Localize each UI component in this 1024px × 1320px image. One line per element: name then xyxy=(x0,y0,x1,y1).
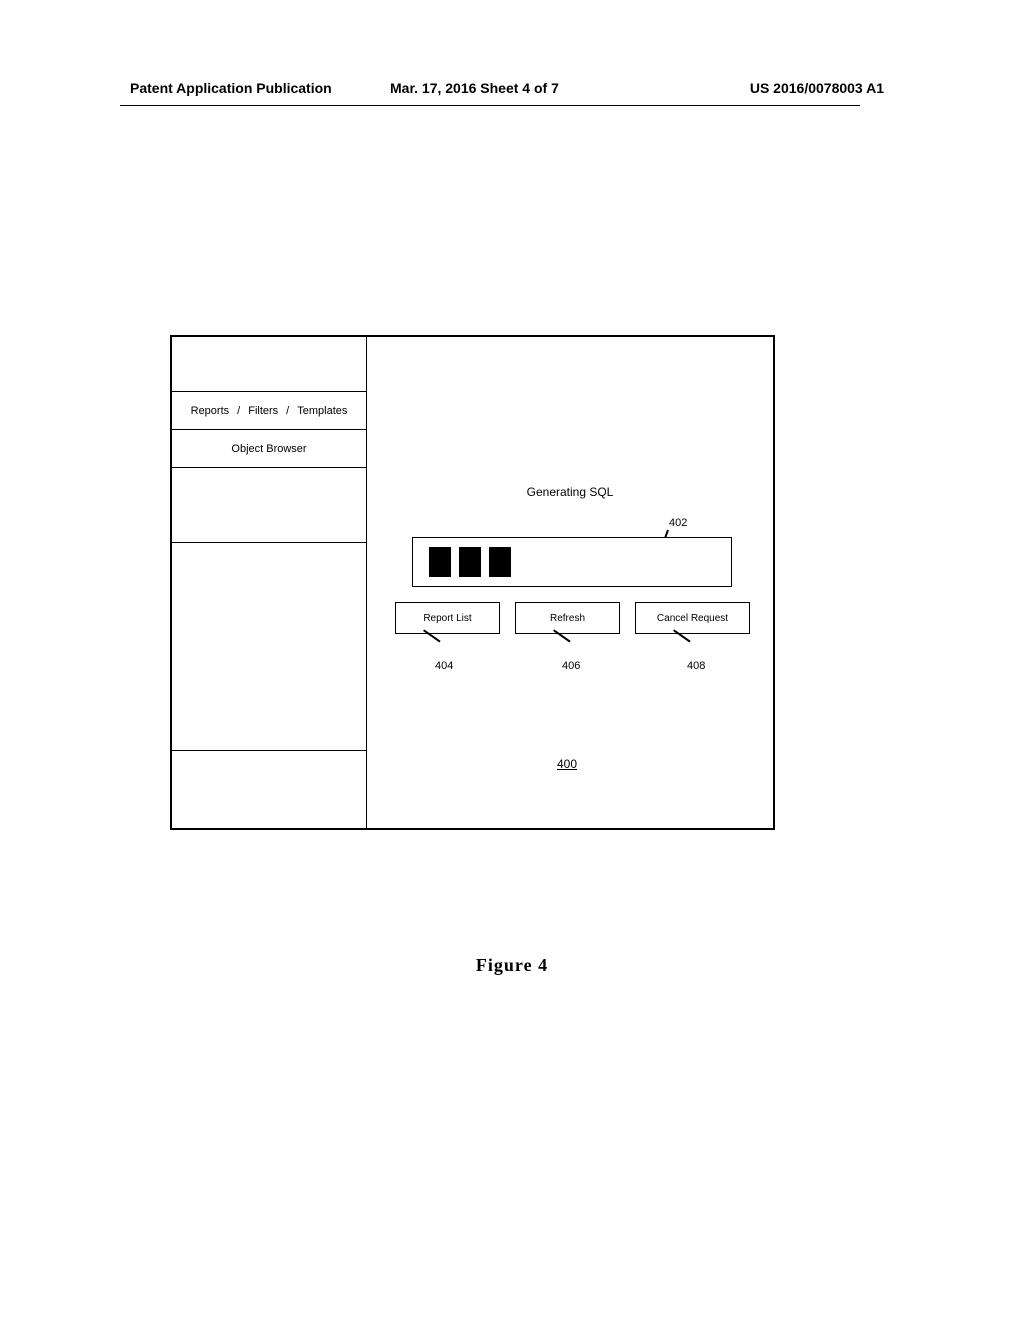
progress-ref-label: 402 xyxy=(669,517,687,529)
tab-templates[interactable]: Templates xyxy=(297,405,347,417)
ref-label-406: 406 xyxy=(562,660,580,672)
tab-filters[interactable]: Filters xyxy=(248,405,278,417)
object-browser-label: Object Browser xyxy=(231,443,306,455)
sidebar-band-2 xyxy=(172,543,366,751)
header-rule xyxy=(120,105,860,106)
refresh-button[interactable]: Refresh xyxy=(515,602,620,634)
button-label: Report List xyxy=(423,613,471,624)
patent-page: Patent Application Publication Mar. 17, … xyxy=(0,0,1024,1320)
tab-reports[interactable]: Reports xyxy=(191,405,230,417)
figure-frame: Reports / Filters / Templates Object Bro… xyxy=(170,335,775,830)
header-right: US 2016/0078003 A1 xyxy=(750,80,884,96)
progress-block xyxy=(489,547,511,577)
ref-label-404: 404 xyxy=(435,660,453,672)
header-center: Mar. 17, 2016 Sheet 4 of 7 xyxy=(390,80,559,96)
progress-bar xyxy=(412,537,732,587)
button-label: Refresh xyxy=(550,613,585,624)
main-panel: Generating SQL 402 Report List Refresh C… xyxy=(367,337,773,828)
sidebar-top-blank xyxy=(172,337,366,392)
cancel-request-button[interactable]: Cancel Request xyxy=(635,602,750,634)
ref-label-408: 408 xyxy=(687,660,705,672)
tab-separator: / xyxy=(286,405,289,417)
status-text: Generating SQL xyxy=(367,485,773,499)
page-header: Patent Application Publication Mar. 17, … xyxy=(0,80,1024,96)
tabs-row: Reports / Filters / Templates xyxy=(172,392,366,430)
buttons-row: Report List Refresh Cancel Request xyxy=(395,602,750,634)
report-list-button[interactable]: Report List xyxy=(395,602,500,634)
sidebar: Reports / Filters / Templates Object Bro… xyxy=(172,337,367,828)
button-label: Cancel Request xyxy=(657,613,728,624)
object-browser-header: Object Browser xyxy=(172,430,366,468)
main-ref-label: 400 xyxy=(557,757,577,771)
sidebar-band-1 xyxy=(172,468,366,543)
tab-separator: / xyxy=(237,405,240,417)
header-left: Patent Application Publication xyxy=(130,80,332,96)
figure-caption: Figure 4 xyxy=(0,955,1024,976)
progress-block xyxy=(459,547,481,577)
progress-block xyxy=(429,547,451,577)
